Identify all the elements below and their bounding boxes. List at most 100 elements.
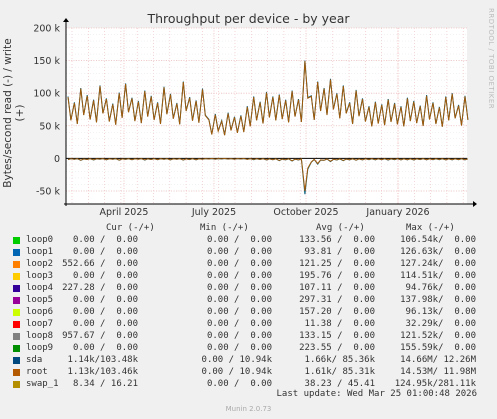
legend-cur-value: 0.00 / 0.00: [72, 307, 138, 317]
x-tick-label: July 2025: [191, 207, 236, 218]
legend-row: loop8 957.67 / 0.00 0.00 / 0.00 133.15 / 0.…: [0, 331, 497, 343]
legend-avg-value: 297.31 / 0.00: [299, 295, 375, 305]
legend-avg-value: 38.23 / 45.41: [304, 379, 375, 389]
legend-series-name: loop3: [26, 271, 54, 281]
legend-avg-value: 11.38 / 0.00: [304, 319, 375, 329]
legend-avg-value: 121.25 / 0.00: [299, 259, 375, 269]
legend-header-cell: Cur (-/+): [106, 223, 155, 233]
legend-min-value: 0.00 / 0.00: [206, 259, 272, 269]
legend-swatch: [13, 345, 20, 352]
legend-max-value: 14.53M/ 11.98M: [400, 367, 476, 377]
legend-series-name: loop2: [26, 259, 54, 269]
legend-max-value: 124.95k/281.11k: [394, 379, 476, 389]
legend-max-value: 121.52k/ 0.00: [400, 331, 476, 341]
legend-cur-value: 957.67 / 0.00: [62, 331, 138, 341]
legend-swatch: [13, 285, 20, 292]
legend-cur-value: 0.00 / 0.00: [72, 295, 138, 305]
legend-swatch: [13, 261, 20, 268]
legend-max-value: 94.76k/ 0.00: [405, 283, 476, 293]
legend-cur-value: 0.00 / 0.00: [72, 319, 138, 329]
legend-row: sda 1.14k/103.48k 0.00 / 10.94k 1.66k/ 85.3…: [0, 355, 497, 367]
legend-cur-value: 0.00 / 0.00: [72, 247, 138, 257]
y-axis-arrow: [63, 18, 69, 22]
legend-row: loop5 0.00 / 0.00 0.00 / 0.00 297.31 / 0.00…: [0, 295, 497, 307]
legend-row: root 1.13k/103.46k 0.00 / 10.94k 1.61k/ 85.…: [0, 367, 497, 379]
legend-cur-value: 0.00 / 0.00: [72, 271, 138, 281]
series-line-root-read: [67, 157, 469, 192]
legend-cur-value: 1.13k/103.46k: [67, 367, 138, 377]
legend-swatch: [13, 309, 20, 316]
legend-header-cell: Avg (-/+): [316, 223, 365, 233]
y-tick-label: 100 k: [33, 89, 60, 100]
legend-min-value: 0.00 / 0.00: [206, 331, 272, 341]
legend-header: Cur (-/+) Min (-/+) Avg (-/+) Max (-/+): [0, 223, 497, 235]
legend-cur-value: 0.00 / 0.00: [72, 235, 138, 245]
legend-cur-value: 8.34 / 16.21: [72, 379, 138, 389]
legend-min-value: 0.00 / 0.00: [206, 235, 272, 245]
plot-area: [66, 28, 467, 204]
legend-min-value: 0.00 / 10.94k: [201, 367, 272, 377]
legend-row: loop1 0.00 / 0.00 0.00 / 0.00 93.81 / 0.00 1…: [0, 247, 497, 259]
legend-max-value: 137.98k/ 0.00: [400, 295, 476, 305]
legend-series-name: loop1: [26, 247, 54, 257]
legend-avg-value: 223.55 / 0.00: [299, 343, 375, 353]
y-tick-label: 200 k: [33, 24, 60, 35]
legend-series-name: root: [26, 367, 48, 377]
legend-max-value: 127.24k/ 0.00: [400, 259, 476, 269]
x-axis-arrow: [473, 201, 477, 207]
legend-swatch: [13, 357, 20, 364]
legend-min-value: 0.00 / 0.00: [206, 247, 272, 257]
legend-avg-value: 133.15 / 0.00: [299, 331, 375, 341]
legend-min-value: 0.00 / 0.00: [206, 283, 272, 293]
legend-min-value: 0.00 / 0.00: [206, 295, 272, 305]
legend-series-name: loop0: [26, 235, 54, 245]
legend-swatch: [13, 369, 20, 376]
legend-row: loop0 0.00 / 0.00 0.00 / 0.00 133.56 / 0.00…: [0, 235, 497, 247]
legend-series-name: loop9: [26, 343, 54, 353]
legend-swatch: [13, 273, 20, 280]
legend-min-value: 0.00 / 0.00: [206, 319, 272, 329]
legend-row: loop7 0.00 / 0.00 0.00 / 0.00 11.38 / 0.00 3…: [0, 319, 497, 331]
legend-avg-value: 1.61k/ 85.31k: [304, 367, 375, 377]
legend-max-value: 114.51k/ 0.00: [400, 271, 476, 281]
legend-avg-value: 157.20 / 0.00: [299, 307, 375, 317]
legend-series-name: swap_1: [26, 379, 59, 389]
legend-row: swap_1 8.34 / 16.21 0.00 / 0.00 38.23 / 45.…: [0, 379, 497, 391]
legend-min-value: 0.00 / 0.00: [206, 307, 272, 317]
y-tick-label: 150 k: [33, 56, 60, 67]
legend-header-cell: Min (-/+): [200, 223, 249, 233]
legend-swatch: [13, 381, 20, 388]
legend-series-name: sda: [26, 355, 43, 365]
legend-series-name: loop5: [26, 295, 54, 305]
legend-avg-value: 93.81 / 0.00: [304, 247, 375, 257]
last-update: Last update: Wed Mar 25 01:00:48 2026: [276, 389, 477, 399]
y-tick-label: 0: [54, 154, 60, 165]
series-line-root-write: [67, 61, 469, 136]
legend-max-value: 14.66M/ 12.26M: [400, 355, 476, 365]
legend-avg-value: 1.66k/ 85.36k: [304, 355, 375, 365]
legend-swatch: [13, 249, 20, 256]
chart-title: Throughput per device - by year: [147, 11, 350, 26]
legend-min-value: 0.00 / 10.94k: [201, 355, 272, 365]
legend-row: loop4 227.28 / 0.00 0.00 / 0.00 107.11 / 0.…: [0, 283, 497, 295]
legend-max-value: 106.54k/ 0.00: [400, 235, 476, 245]
y-tick-label: 50 k: [39, 121, 60, 132]
legend-row: loop3 0.00 / 0.00 0.00 / 0.00 195.76 / 0.00…: [0, 271, 497, 283]
munin-version: Munin 2.0.73: [225, 405, 272, 413]
legend-header-cell: Max (-/+): [406, 223, 455, 233]
legend-max-value: 96.13k/ 0.00: [405, 307, 476, 317]
x-tick-label: October 2025: [273, 207, 338, 218]
legend-row: loop2 552.66 / 0.00 0.00 / 0.00 121.25 / 0.…: [0, 259, 497, 271]
legend-swatch: [13, 333, 20, 340]
legend-swatch: [13, 237, 20, 244]
legend-series-name: loop7: [26, 319, 54, 329]
legend-series-name: loop6: [26, 307, 54, 317]
rrdtool-credit: RRDTOOL / TOBI OETIKER: [487, 8, 495, 110]
x-tick-label: January 2026: [365, 207, 429, 218]
legend-avg-value: 107.11 / 0.00: [299, 283, 375, 293]
legend-cur-value: 227.28 / 0.00: [62, 283, 138, 293]
legend-min-value: 0.00 / 0.00: [206, 379, 272, 389]
legend-max-value: 155.59k/ 0.00: [400, 343, 476, 353]
legend-cur-value: 1.14k/103.48k: [67, 355, 138, 365]
